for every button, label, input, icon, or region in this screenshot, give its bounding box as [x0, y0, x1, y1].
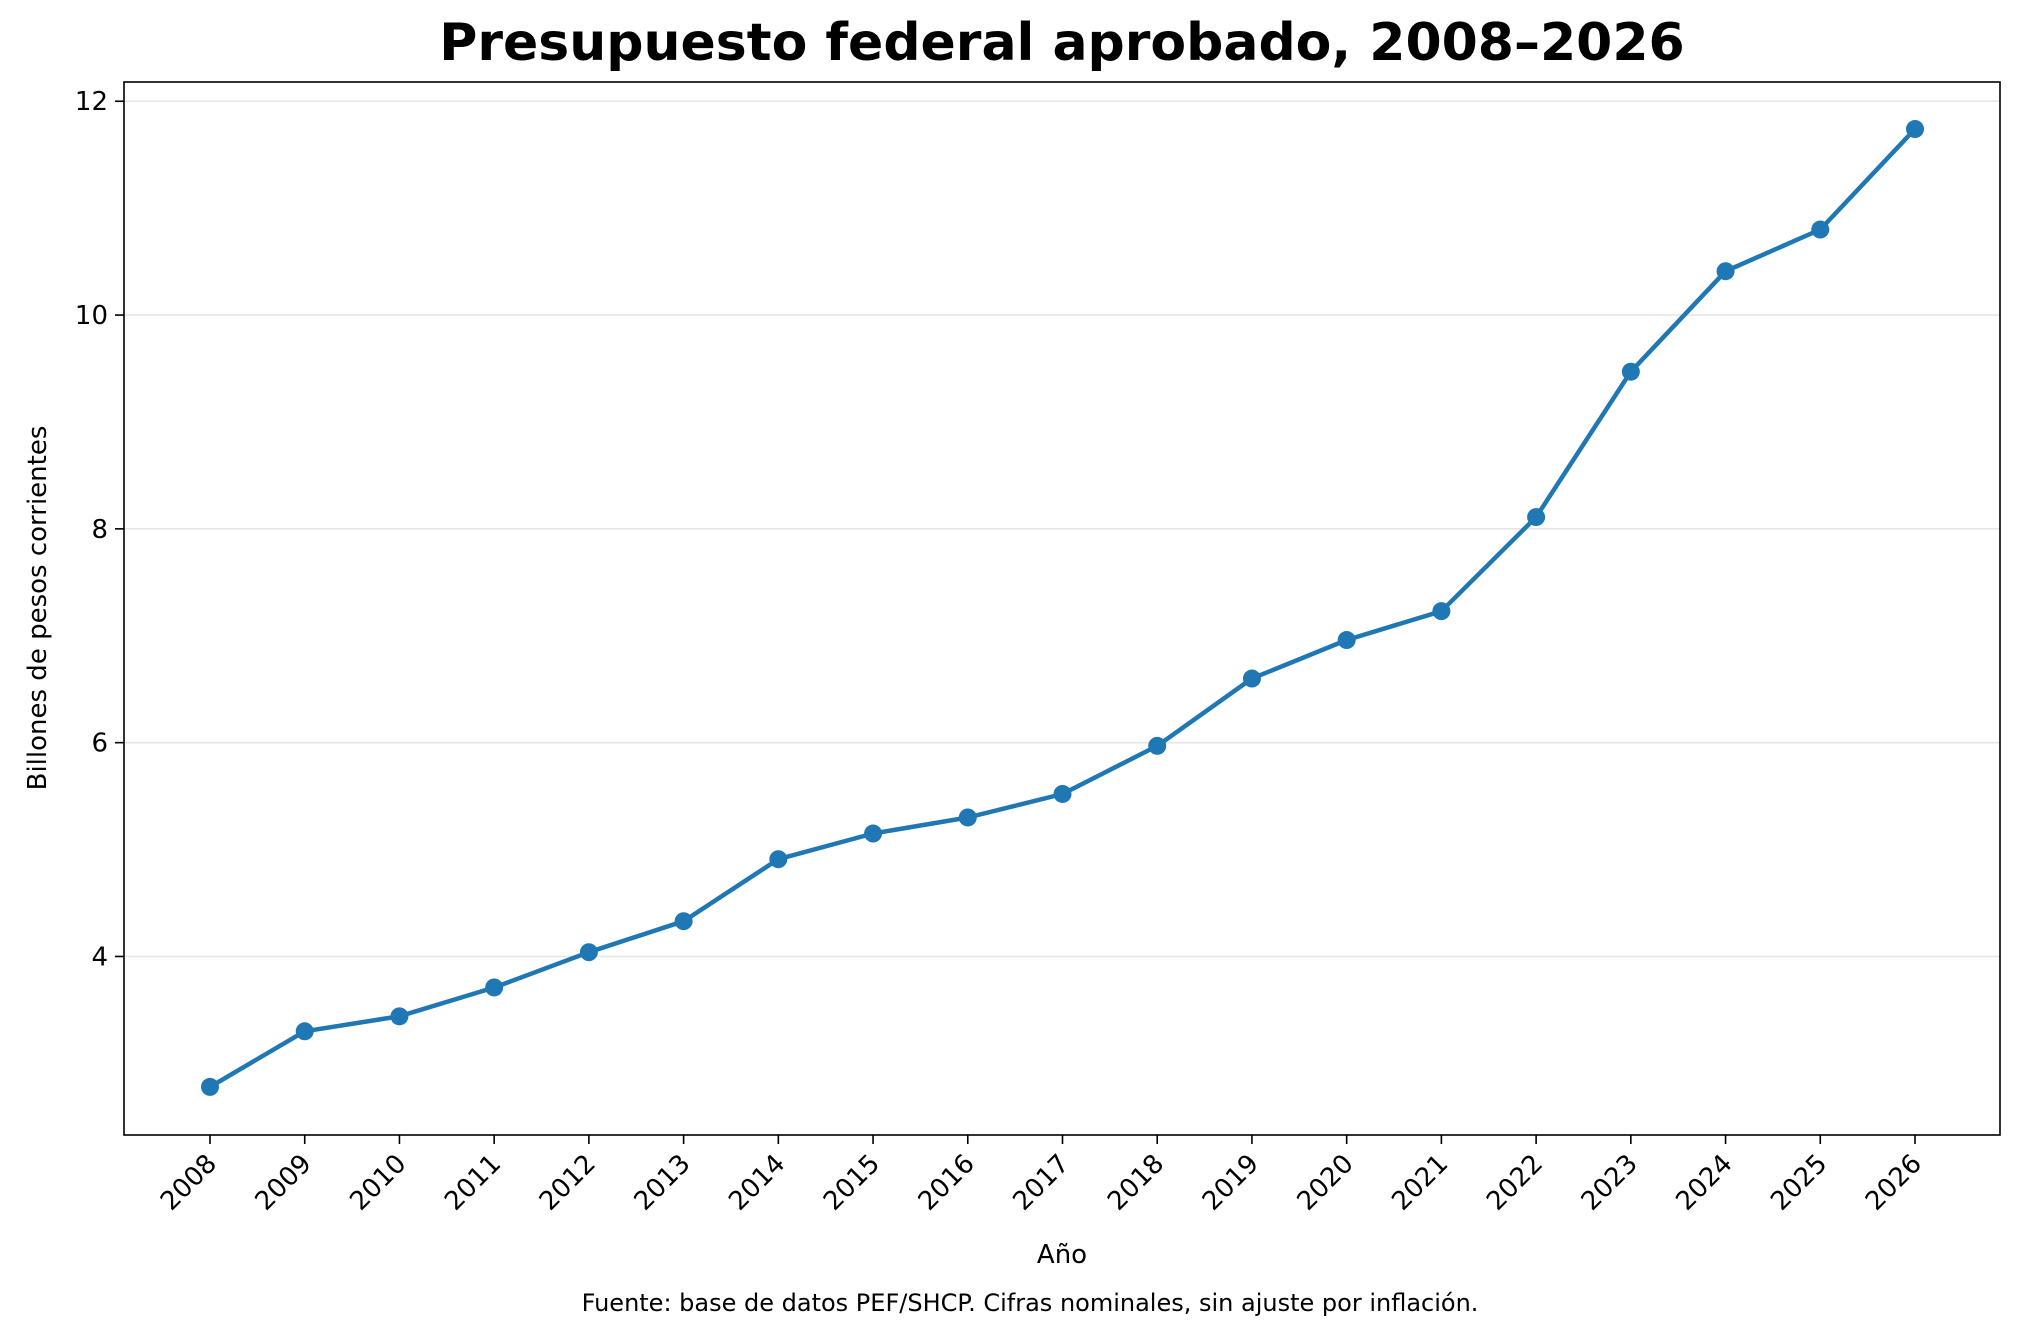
data-point — [1716, 262, 1735, 281]
y-axis-label: Billones de pesos corrientes — [23, 426, 53, 791]
x-tick-label: 2013 — [629, 1149, 697, 1217]
data-point — [1432, 602, 1451, 621]
data-point — [1811, 220, 1830, 239]
x-tick-label: 2024 — [1671, 1149, 1739, 1217]
x-tick-label: 2012 — [534, 1149, 602, 1217]
data-point — [201, 1077, 219, 1096]
x-tick-label: 2017 — [1007, 1149, 1075, 1217]
series-line — [207, 126, 1918, 1090]
x-tick-label: 2016 — [913, 1149, 981, 1217]
x-tick-label: 2011 — [439, 1149, 507, 1217]
x-tick-label: 2020 — [1292, 1149, 1360, 1217]
data-point — [390, 1007, 409, 1026]
data-point — [864, 824, 883, 843]
x-tick-label: 2025 — [1765, 1149, 1833, 1217]
data-point — [958, 808, 977, 827]
data-point — [295, 1022, 314, 1041]
y-tick-label: 10 — [75, 301, 108, 331]
data-point — [1337, 631, 1356, 650]
x-tick-label: 2010 — [344, 1149, 412, 1217]
plot-frame — [123, 81, 2001, 1136]
data-point — [1621, 362, 1640, 381]
x-tick-label: 2023 — [1576, 1149, 1644, 1217]
data-point — [1527, 508, 1546, 527]
y-tick-label: 6 — [91, 729, 108, 759]
source-caption: Fuente: base de datos PEF/SHCP. Cifras n… — [582, 1289, 1479, 1317]
x-tick-label: 2014 — [723, 1149, 791, 1217]
x-tick-label: 2015 — [818, 1149, 886, 1217]
data-point — [1906, 120, 1924, 139]
data-point — [1053, 784, 1072, 803]
data-point — [485, 978, 504, 997]
y-tick-label: 12 — [75, 87, 108, 117]
x-tick-label: 2021 — [1386, 1149, 1454, 1217]
data-point — [1242, 669, 1261, 688]
x-tick-label: 2018 — [1102, 1149, 1170, 1217]
y-tick-label: 8 — [91, 515, 108, 545]
x-tick-label: 2009 — [250, 1149, 318, 1217]
x-tick-label: 2019 — [1197, 1149, 1265, 1217]
chart-title: Presupuesto federal aprobado, 2008–2026 — [439, 13, 1684, 73]
data-point — [579, 943, 598, 962]
x-axis-label: Año — [1037, 1240, 1087, 1270]
y-tick-label: 4 — [91, 942, 108, 972]
x-tick-label: 2008 — [155, 1149, 223, 1217]
x-tick-label: 2026 — [1860, 1149, 1928, 1217]
data-point — [769, 850, 788, 869]
data-point — [674, 912, 693, 931]
data-point — [1148, 736, 1167, 755]
x-tick-label: 2022 — [1481, 1149, 1549, 1217]
